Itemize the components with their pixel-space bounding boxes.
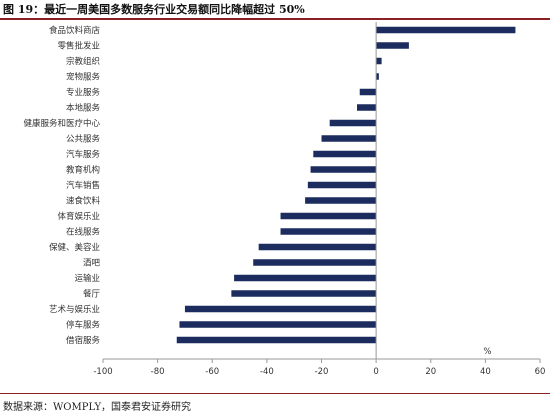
bar [376, 57, 382, 65]
bar [359, 88, 377, 96]
category-label: 借宿服务 [66, 335, 101, 346]
category-label: 公共服务 [66, 134, 101, 145]
bar [179, 321, 377, 328]
source-note: 数据来源：WOMPLY，国泰君安证券研究 [3, 402, 192, 413]
category-label: 汽车销售 [66, 180, 100, 191]
category-label: 在线服务 [66, 227, 101, 238]
bar [234, 274, 377, 282]
bar [329, 119, 377, 127]
figure-title: 图 19：最近一周美国多数服务行业交易额同比降幅超过 50% [3, 3, 305, 16]
category-label: 停车服务 [66, 320, 101, 331]
category-label: 保健、美容业 [49, 242, 100, 253]
x-tick-label: 0 [373, 367, 378, 377]
category-label: 艺术与娱乐业 [49, 304, 100, 315]
bar [307, 181, 377, 189]
bar [258, 243, 377, 251]
bar [313, 150, 377, 158]
category-label: 汽车服务 [66, 149, 101, 160]
x-tick-labels: -100 -80 -60 -40 -20 0 20 40 60 [93, 367, 545, 377]
category-label: 速食饮料 [66, 196, 101, 207]
bar [357, 104, 377, 111]
bar [280, 212, 377, 220]
x-tick-label: -100 [93, 367, 112, 377]
category-label: 零售批发业 [57, 41, 100, 52]
category-label: 体育娱乐业 [57, 211, 100, 222]
x-tick-label: -40 [260, 367, 274, 377]
bars [176, 26, 516, 344]
category-label: 宠物服务 [66, 72, 101, 83]
unit-label: % [483, 347, 491, 357]
bar [176, 336, 377, 344]
category-label: 运输业 [74, 273, 100, 284]
x-tick-marks [102, 359, 541, 363]
bar [305, 197, 377, 204]
x-tick-label: 20 [425, 367, 436, 377]
bar [321, 135, 377, 142]
category-label: 酒吧 [83, 259, 101, 269]
x-tick-label: -80 [151, 367, 165, 377]
category-label: 健康服务和医疗中心 [23, 118, 100, 129]
bar [231, 290, 377, 297]
category-label: 本地服务 [66, 103, 101, 114]
bar [253, 259, 377, 266]
category-label: 专业服务 [66, 87, 101, 98]
category-label: 餐厅 [83, 290, 101, 300]
x-tick-label: -60 [205, 367, 219, 377]
x-tick-label: 40 [480, 367, 491, 377]
category-label: 食品饮料商店 [49, 25, 101, 36]
bar [376, 42, 409, 49]
title-rule [0, 18, 550, 20]
bar [184, 305, 377, 313]
bar [376, 26, 516, 34]
bottom-rule [0, 393, 550, 394]
category-label: 宗教组织 [66, 56, 100, 67]
x-tick-label: 60 [535, 367, 546, 377]
category-labels: 食品饮料商店零售批发业宗教组织宠物服务专业服务本地服务健康服务和医疗中心公共服务… [23, 25, 100, 346]
bar [376, 73, 379, 80]
category-label: 教育机构 [66, 165, 100, 176]
bar-chart: 食品饮料商店零售批发业宗教组织宠物服务专业服务本地服务健康服务和医疗中心公共服务… [23, 22, 545, 377]
x-tick-label: -20 [315, 367, 329, 377]
bar [310, 166, 377, 173]
bar [280, 228, 377, 235]
